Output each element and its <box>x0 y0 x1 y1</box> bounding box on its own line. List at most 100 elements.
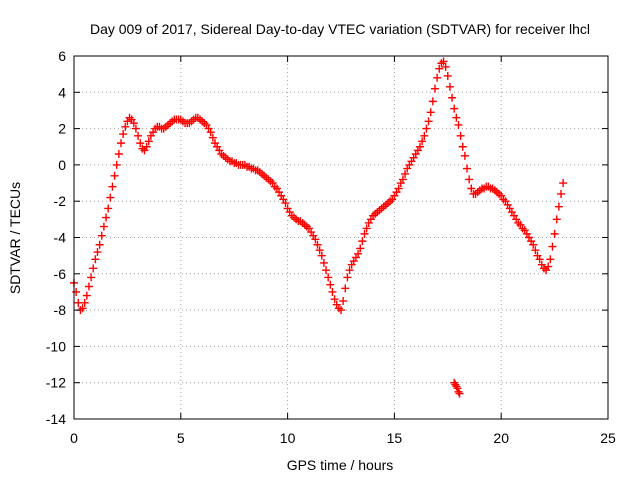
data-point <box>315 246 324 255</box>
data-point <box>102 213 111 222</box>
data-point <box>456 131 465 140</box>
data-point <box>356 244 365 253</box>
data-point <box>445 82 454 91</box>
y-tick-label: 6 <box>58 48 66 64</box>
data-point <box>106 193 115 202</box>
data-point <box>131 124 140 133</box>
data-point <box>450 104 459 113</box>
data-point <box>435 64 444 73</box>
data-point <box>95 240 104 249</box>
data-point <box>559 179 568 188</box>
data-point <box>460 151 469 160</box>
data-point <box>554 202 563 211</box>
data-point <box>420 131 429 140</box>
data-point <box>116 139 125 148</box>
data-point <box>93 248 102 257</box>
outlier-point <box>453 384 462 393</box>
data-point <box>452 113 461 122</box>
data-point <box>110 171 119 180</box>
data-point <box>552 215 561 224</box>
y-tick-label: -14 <box>46 411 66 427</box>
data-point <box>463 164 472 173</box>
data-point <box>144 137 153 146</box>
outlier-point <box>452 382 461 391</box>
data-point <box>548 242 557 251</box>
y-tick-label: 0 <box>58 157 66 173</box>
data-point <box>428 97 437 106</box>
data-point <box>358 237 367 246</box>
y-tick-label: 4 <box>58 84 66 100</box>
data-point <box>345 266 354 275</box>
data-point <box>426 108 435 117</box>
data-point <box>328 287 337 296</box>
y-tick-label: -8 <box>54 302 67 318</box>
data-point <box>439 57 448 66</box>
data-point <box>281 199 290 208</box>
data-point <box>441 62 450 71</box>
data-point <box>529 240 538 249</box>
data-point <box>465 175 474 184</box>
data-point <box>394 184 403 193</box>
data-point <box>546 255 555 264</box>
y-tick-label: -2 <box>54 193 67 209</box>
data-point <box>89 264 98 273</box>
data-point <box>433 73 442 82</box>
data-point <box>324 273 333 282</box>
data-point <box>339 297 348 306</box>
outlier-point <box>454 387 463 396</box>
data-point <box>531 246 540 255</box>
data-point <box>121 122 130 131</box>
data-point <box>87 273 96 282</box>
data-point <box>80 298 89 307</box>
y-tick-label: -4 <box>54 230 67 246</box>
data-point <box>422 124 431 133</box>
data-point <box>448 93 457 102</box>
data-point <box>398 175 407 184</box>
data-point <box>319 258 328 267</box>
data-point <box>104 204 113 213</box>
data-point <box>341 284 350 293</box>
data-point <box>557 189 566 198</box>
data-point <box>134 131 143 140</box>
data-point <box>82 291 91 300</box>
data-point <box>416 142 425 151</box>
data-point <box>313 240 322 249</box>
x-tick-label: 25 <box>600 430 616 446</box>
data-point <box>114 150 123 159</box>
data-point <box>91 255 100 264</box>
y-tick-label: -10 <box>46 338 66 354</box>
x-tick-label: 5 <box>177 430 185 446</box>
x-tick-label: 15 <box>387 430 403 446</box>
data-point <box>354 249 363 258</box>
data-point <box>84 282 93 291</box>
data-point <box>458 142 467 151</box>
data-point <box>330 295 339 304</box>
y-tick-label: -12 <box>46 375 66 391</box>
x-axis-label: GPS time / hours <box>287 457 394 473</box>
data-point <box>136 139 145 148</box>
y-axis-label: SDTVAR / TECUs <box>7 182 23 294</box>
data-point <box>322 266 331 275</box>
y-tick-label: -6 <box>54 266 67 282</box>
data-point <box>430 84 439 93</box>
x-tick-label: 10 <box>280 430 296 446</box>
data-point <box>443 71 452 80</box>
data-point <box>119 130 128 139</box>
y-tick-label: 2 <box>58 121 66 137</box>
outlier-point <box>455 389 464 398</box>
axis-ticks <box>73 55 609 420</box>
data-point <box>550 229 559 238</box>
data-point <box>343 273 352 282</box>
x-tick-label: 0 <box>70 430 78 446</box>
data-point <box>72 287 81 296</box>
data-point <box>424 117 433 126</box>
data-point <box>78 304 87 313</box>
data-point <box>360 229 369 238</box>
data-point <box>317 251 326 260</box>
data-point <box>108 182 117 191</box>
y-tick-labels: -14 -12 -10 -8 -6 -4 -2 0 2 4 6 <box>46 48 66 427</box>
data-point <box>418 137 427 146</box>
data-point <box>311 235 320 244</box>
